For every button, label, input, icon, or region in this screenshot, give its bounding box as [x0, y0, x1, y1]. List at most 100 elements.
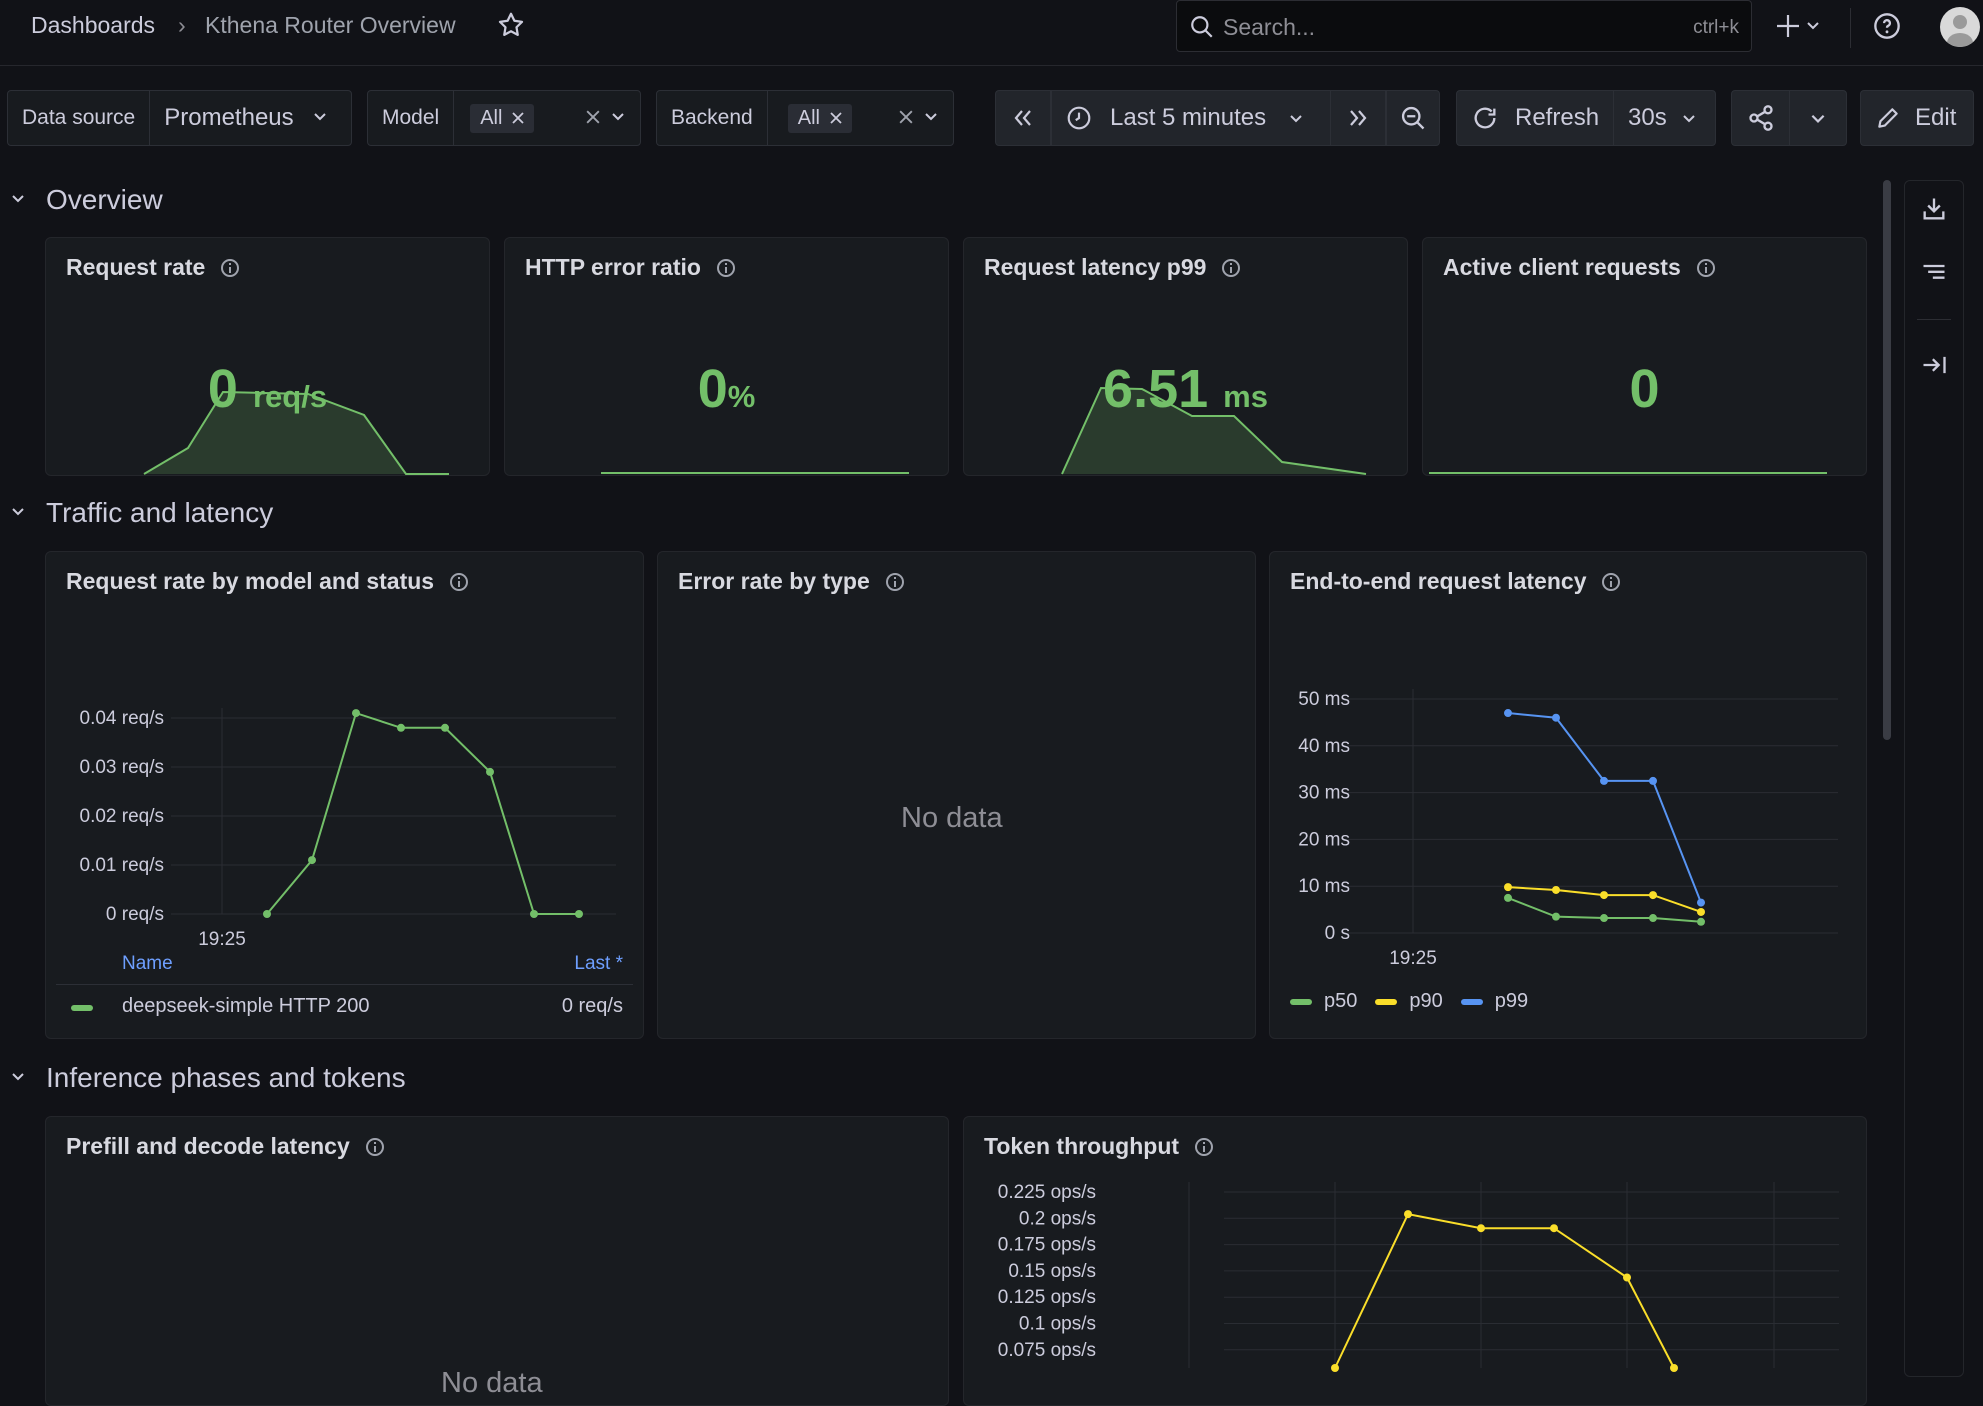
star-icon[interactable]	[496, 10, 526, 45]
close-icon[interactable]	[586, 106, 600, 130]
panel-request-rate-by-model[interactable]: Request rate by model and status 0.04 re…	[45, 551, 644, 1039]
close-icon[interactable]	[830, 107, 842, 130]
stat-panel-active-client-requests[interactable]: Active client requests 0	[1422, 237, 1867, 476]
info-icon[interactable]	[1602, 572, 1621, 591]
sparkline	[143, 390, 449, 475]
legend-item[interactable]: p90	[1375, 990, 1443, 1013]
avatar-icon[interactable]	[1940, 7, 1980, 47]
data-point	[1504, 893, 1512, 902]
x-tick-label: 19:25	[1389, 948, 1437, 969]
backend-label: Backend	[657, 91, 768, 145]
close-icon[interactable]	[512, 107, 525, 130]
chevron-down-icon	[1290, 115, 1302, 123]
panel-title-text: Token throughput	[984, 1133, 1180, 1159]
datasource-select[interactable]: Prometheus	[150, 91, 327, 145]
panel-error-rate-by-type[interactable]: Error rate by type No data	[657, 551, 1256, 1039]
panel-prefill-decode-latency[interactable]: Prefill and decode latency No data	[45, 1116, 949, 1406]
share-icon	[1748, 105, 1773, 131]
chevron-down-icon	[0, 502, 36, 525]
legend-item[interactable]: p50	[1290, 990, 1357, 1013]
legend-row[interactable]: deepseek-simple HTTP 200 0 req/s	[56, 992, 623, 1022]
legend-swatch	[1375, 998, 1398, 1005]
data-point	[352, 709, 360, 718]
divider	[1850, 8, 1851, 48]
time-shift-forward-button[interactable]	[1330, 90, 1386, 146]
data-point	[308, 856, 316, 865]
panel-title-text: Active client requests	[1443, 254, 1681, 280]
share-menu-button[interactable]	[1789, 90, 1847, 146]
backend-variable: Backend All	[656, 90, 954, 146]
panel-title-text: Request latency p99	[984, 254, 1207, 280]
share-button[interactable]	[1731, 90, 1790, 146]
legend-label: p50	[1324, 990, 1358, 1012]
stat-panel-http-error-ratio[interactable]: HTTP error ratio 0%	[504, 237, 949, 476]
help-icon[interactable]	[1873, 12, 1901, 45]
breadcrumb-dashboards[interactable]: Dashboards	[31, 12, 156, 38]
backend-select[interactable]: All	[768, 91, 953, 145]
data-point	[263, 910, 271, 918]
y-tick-label: 40 ms	[1298, 736, 1350, 757]
refresh-label: Refresh	[1515, 104, 1600, 131]
model-value: All	[480, 106, 503, 129]
chevron-down-icon	[610, 106, 626, 130]
close-icon[interactable]	[899, 106, 913, 130]
stat-unit: req/s	[252, 379, 328, 414]
breadcrumb-separator: ›	[178, 12, 186, 38]
stat-panel-request-latency-p99[interactable]: Request latency p99 6.51 ms	[963, 237, 1408, 476]
time-range-picker[interactable]: Last 5 minutes	[1051, 90, 1331, 146]
y-tick-label: 0.175 ops/s	[998, 1235, 1096, 1256]
refresh-interval-select[interactable]: 30s	[1613, 90, 1716, 146]
series-line	[1334, 1212, 1675, 1369]
refresh-interval-value: 30s	[1628, 104, 1667, 131]
data-point	[441, 723, 449, 732]
clock-icon	[1067, 106, 1091, 130]
info-icon[interactable]	[716, 258, 735, 277]
legend-swatch	[71, 1005, 93, 1011]
info-icon[interactable]	[1222, 258, 1241, 277]
panel-token-throughput[interactable]: Token throughput 0.225 ops/s 0.2 ops/s 0.1…	[963, 1116, 1867, 1406]
edit-button[interactable]: Edit	[1860, 90, 1974, 146]
panel-end-to-end-latency[interactable]: End-to-end request latency 50 ms 40 ms 30 …	[1269, 551, 1867, 1039]
download-icon[interactable]	[1920, 195, 1948, 228]
info-icon[interactable]	[365, 1137, 384, 1156]
pencil-icon	[1878, 108, 1898, 128]
y-tick-label: 20 ms	[1298, 829, 1350, 850]
time-shift-back-button[interactable]	[995, 90, 1051, 146]
info-icon[interactable]	[1195, 1137, 1214, 1156]
row-traffic-and-latency[interactable]: Traffic and latency	[0, 493, 273, 533]
info-icon[interactable]	[885, 572, 904, 591]
y-tick-label: 0.225 ops/s	[998, 1182, 1096, 1203]
refresh-button[interactable]: Refresh	[1456, 90, 1614, 146]
panel-title: HTTP error ratio	[525, 254, 735, 281]
legend-label: p90	[1409, 990, 1443, 1012]
plus-icon[interactable]	[1776, 11, 1824, 46]
row-inference-phases[interactable]: Inference phases and tokens	[0, 1058, 406, 1098]
model-select[interactable]: All	[454, 91, 640, 145]
row-overview[interactable]: Overview	[0, 180, 163, 220]
scrollbar[interactable]	[1883, 180, 1891, 740]
panel-title: Error rate by type	[678, 568, 904, 595]
info-icon[interactable]	[1696, 258, 1715, 277]
zoom-out-button[interactable]	[1386, 90, 1440, 146]
datasource-value: Prometheus	[164, 104, 294, 131]
collapse-icon[interactable]	[1920, 351, 1948, 384]
info-icon[interactable]	[221, 258, 240, 277]
legend-header-name[interactable]: Name	[122, 953, 173, 974]
search-icon	[1189, 14, 1215, 45]
stat-panel-request-rate[interactable]: Request rate 0 req/s	[45, 237, 490, 476]
chevron-down-icon	[312, 106, 328, 130]
outline-icon[interactable]	[1920, 259, 1948, 292]
panel-title: Token throughput	[984, 1133, 1214, 1160]
legend-item[interactable]: p99	[1460, 990, 1528, 1013]
stat-number: 0	[1629, 359, 1660, 419]
legend-swatch	[1290, 998, 1312, 1005]
variables-bar: Data source Prometheus Model All Backend…	[0, 90, 1983, 148]
search-input[interactable]: Search... ctrl+k	[1176, 0, 1752, 52]
backend-chip: All	[787, 103, 852, 133]
edit-label: Edit	[1915, 104, 1957, 131]
stat-value: 0	[1423, 358, 1866, 420]
data-point	[530, 910, 538, 918]
panel-title: End-to-end request latency	[1290, 568, 1621, 595]
legend-header-last[interactable]: Last *	[574, 953, 623, 974]
info-icon[interactable]	[450, 572, 469, 591]
